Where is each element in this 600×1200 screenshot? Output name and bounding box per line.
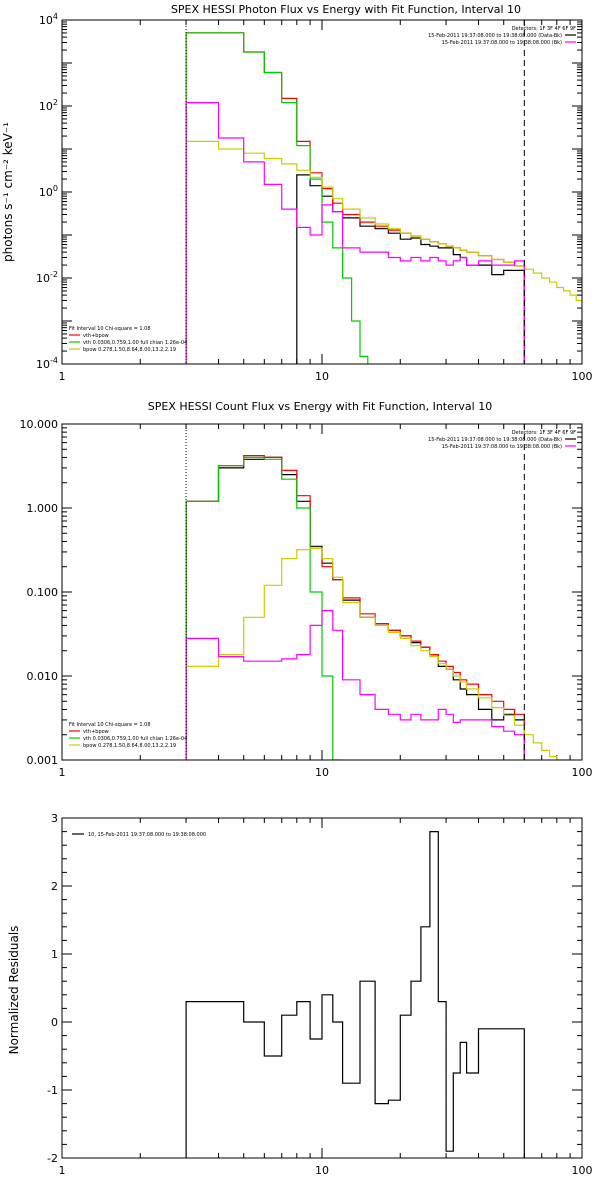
x-ticks: [61, 20, 571, 364]
series-layer: [185, 32, 582, 364]
series-line: [185, 102, 525, 364]
photon-flux-panel: SPEX HESSI Photon Flux vs Energy with Fi…: [1, 3, 593, 383]
legend-entry: 10, 15-Feb-2011 19:37:08.000 to 19:38:08…: [88, 832, 206, 838]
x-tick-label: 100: [572, 370, 593, 383]
y-tick-label: 102: [39, 98, 58, 113]
x-tick-label: 1: [59, 766, 66, 779]
y-tick-label: 2: [51, 880, 58, 893]
series-line: [185, 456, 525, 760]
legend-entry: 15-Feb-2011 19:37:08.000 to 19:38:08.000…: [442, 444, 562, 450]
y-axis-label-text: photons s⁻¹ cm⁻² keV⁻¹: [1, 122, 15, 262]
y-tick-label: 104: [39, 12, 58, 27]
plot-frame: [61, 817, 583, 1159]
series-line: [185, 140, 582, 364]
legend-entry: 15-Feb-2011 19:37:08.000 to 19:38:08.000…: [428, 437, 562, 443]
legend-entry: vth 0.0306,0.759,1.00 full chian 1.26e-0…: [83, 736, 187, 742]
y-tick-label: 1: [51, 948, 58, 961]
x-ticks: [61, 818, 571, 1158]
count-flux-panel: SPEX HESSI Count Flux vs Energy with Fit…: [20, 400, 593, 779]
y-tick-label: 0.001: [27, 754, 59, 767]
x-tick-label: 10: [315, 766, 329, 779]
y-axis-label: photons s⁻¹ cm⁻² keV⁻¹: [1, 122, 15, 262]
legend-entry: vth+bpow: [83, 729, 109, 735]
series-line: [185, 610, 525, 760]
y-tick-label: 10-4: [36, 356, 58, 371]
x-tick-label: 1: [59, 1164, 66, 1177]
series-line: [185, 455, 525, 760]
legend-header: Detectors: 1F 3F 4F 6F 9F: [512, 26, 576, 32]
legend-entry: bpow 0.278,1.50,8.64,8.00,13.2,2.19: [83, 743, 176, 749]
legend-entry: vth+bpow: [83, 333, 109, 339]
y-axis-label: Normalized Residuals: [7, 926, 21, 1055]
legend-entry: 15-Feb-2011 19:37:08.000 to 19:38:08.000…: [428, 33, 562, 39]
y-tick-label: 100: [39, 184, 58, 199]
series-line: [185, 456, 343, 760]
series-line: [185, 547, 571, 760]
x-tick-label: 10: [315, 370, 329, 383]
x-tick-label: 10: [315, 1164, 329, 1177]
series-layer: [185, 455, 571, 760]
y-tick-label: 3: [51, 812, 58, 825]
residuals-panel: Normalized Residuals 1 10 100 -2 -1 0 1 2 3 10, 1…: [7, 812, 593, 1177]
x-tick-label: 100: [572, 766, 593, 779]
series-line: [296, 174, 525, 364]
legend-entry: bpow 0.278,1.50,8.64,8.00,13.2,2.19: [83, 347, 176, 353]
legend-entry: 15-Feb-2011 19:37:08.000 to 19:38:08.000…: [442, 40, 562, 46]
y-tick-label: -1: [47, 1084, 58, 1097]
legend-header: Fit Interval 10 Chi-square = 1.08: [69, 326, 151, 332]
legend-entry: vth 0.0306,0.759,1.00 full chian 1.26e-0…: [83, 340, 187, 346]
y-tick-label: 0.010: [27, 670, 59, 683]
legend-header: Detectors: 1F 3F 4F 6F 9F: [512, 430, 576, 436]
y-axis-label-text: Normalized Residuals: [7, 926, 21, 1055]
x-tick-label: 1: [59, 370, 66, 383]
y-tick-label: -2: [47, 1152, 58, 1165]
series-line: [185, 32, 369, 364]
series-line: [185, 831, 525, 1158]
panel-title: SPEX HESSI Photon Flux vs Energy with Fi…: [171, 3, 521, 16]
x-tick-label: 100: [572, 1164, 593, 1177]
y-ticks: [62, 817, 582, 1159]
legend-header: Fit Interval 10 Chi-square = 1.08: [69, 722, 151, 728]
y-tick-label: 1.000: [27, 502, 59, 515]
panel-title: SPEX HESSI Count Flux vs Energy with Fit…: [148, 400, 492, 413]
y-tick-label: 0: [51, 1016, 58, 1029]
plot-frame: [61, 423, 583, 761]
y-tick-label: 0.100: [27, 586, 59, 599]
y-tick-label: 10.000: [20, 418, 59, 431]
plot-frame: [61, 19, 583, 365]
series-line: [185, 32, 525, 364]
y-tick-label: 10-2: [36, 270, 58, 285]
series-layer: [185, 831, 525, 1158]
